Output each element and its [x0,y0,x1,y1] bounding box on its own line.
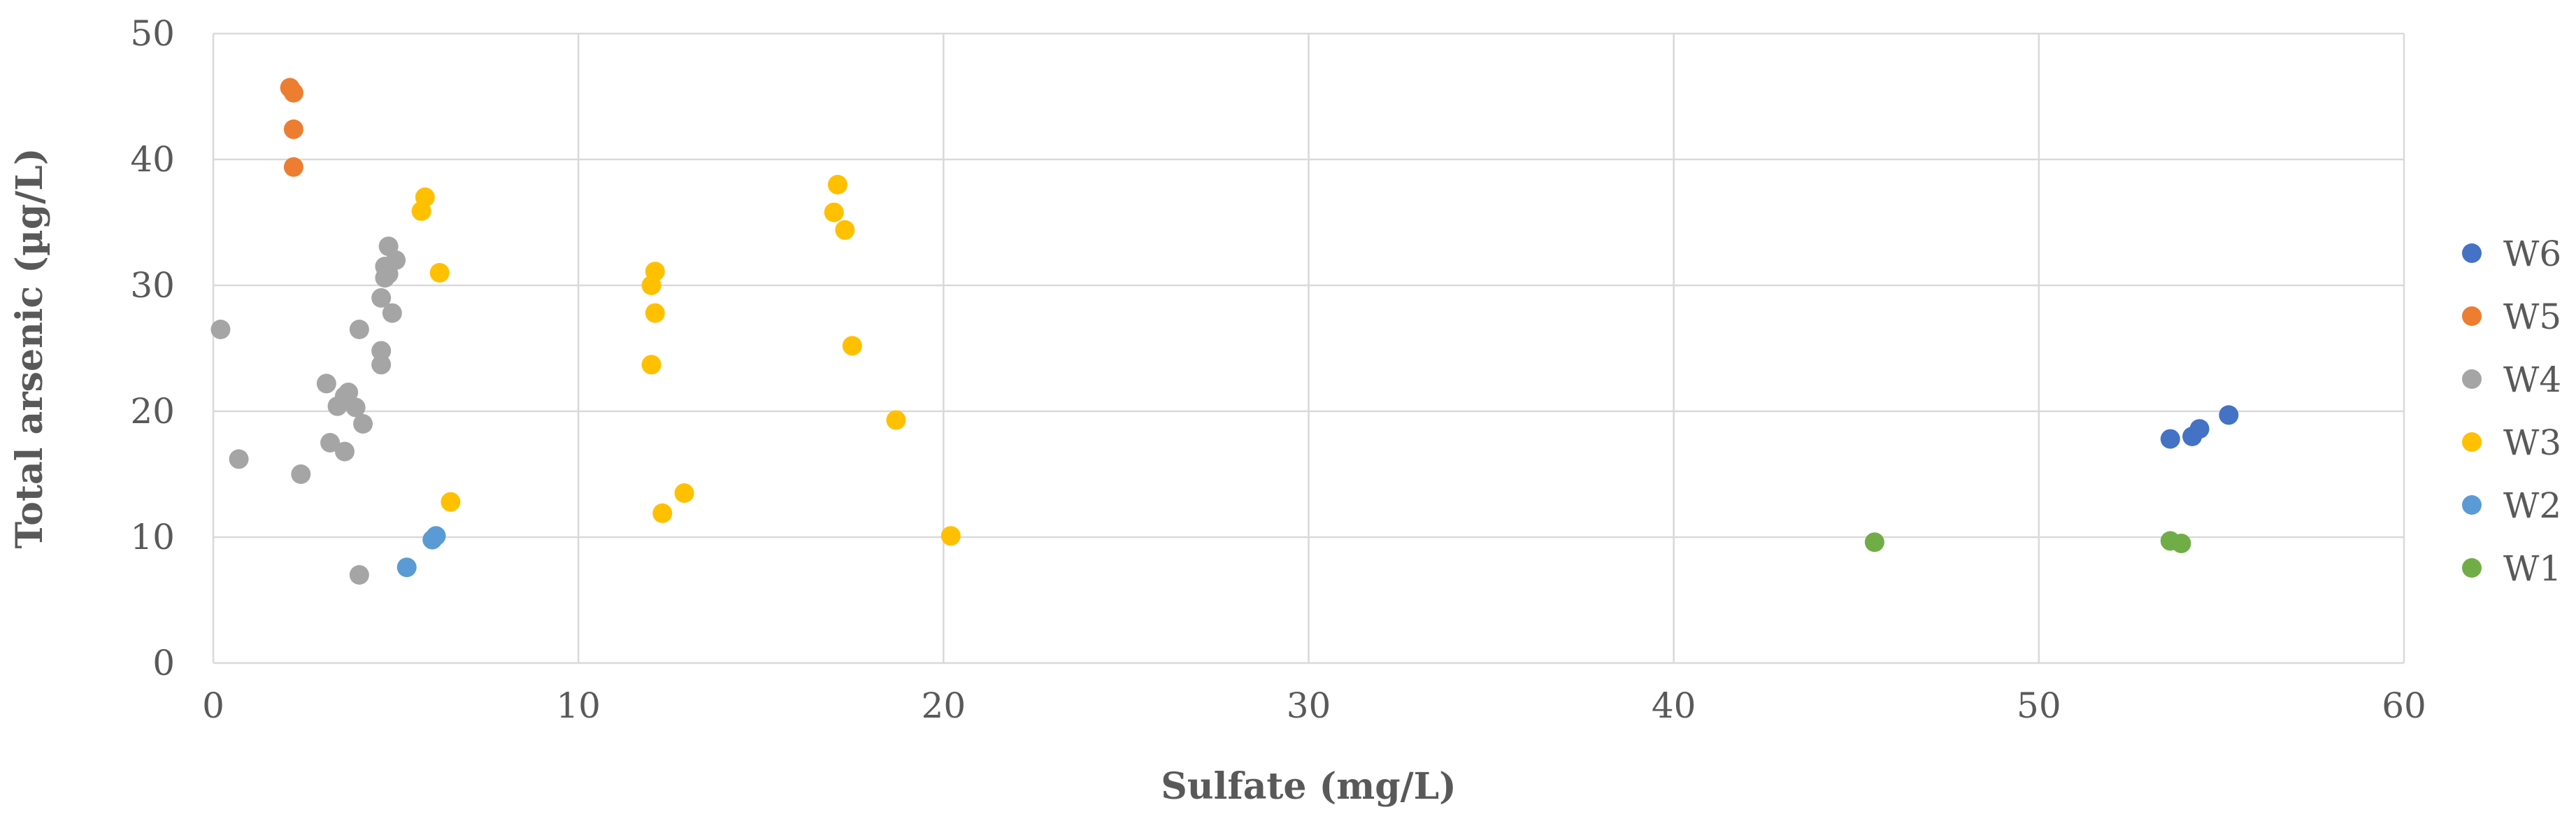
x-tick-label: 0 [202,685,224,726]
series-w6 [2160,405,2239,449]
y-tick-label: 40 [130,139,175,180]
gridlines [212,32,2405,664]
legend-marker [2462,243,2482,263]
data-point [886,410,906,430]
data-point [349,565,369,585]
legend-label: W4 [2503,359,2561,400]
legend-label: W6 [2503,234,2561,274]
data-point [283,119,303,139]
data-point [386,250,406,270]
data-point [320,433,341,453]
y-axis-title: Total arsenic (µg/L) [8,148,51,549]
y-tick-label: 20 [130,391,175,432]
legend-marker [2462,558,2482,578]
data-points [210,78,2239,585]
data-point [396,557,417,578]
y-tick-label: 10 [130,517,175,557]
legend-item-w1: W1 [2462,548,2561,589]
y-tick-label: 30 [130,265,175,306]
data-point [1864,532,1884,553]
legend: W6 W5 W4 W3 W2 W1 [2462,234,2561,589]
data-point [291,464,311,484]
data-point [353,414,373,434]
legend-marker [2462,495,2482,515]
legend-item-w5: W5 [2462,297,2561,337]
data-point [2160,429,2180,449]
legend-label: W5 [2503,297,2561,337]
data-point [371,341,392,361]
series-w2 [396,526,446,578]
legend-item-w4: W4 [2462,359,2561,400]
x-axis-title: Sulfate (mg/L) [1161,765,1457,808]
data-point [316,373,336,394]
data-point [842,336,862,356]
data-point [674,483,694,503]
x-tick-label: 40 [1652,685,1696,726]
legend-label: W3 [2503,422,2561,463]
series-w3 [411,175,961,546]
legend-item-w6: W6 [2462,234,2561,274]
data-point [645,262,665,282]
x-tick-label: 30 [1287,685,1331,726]
y-tick-label: 50 [130,13,175,54]
data-point [229,449,249,469]
x-tick-label: 20 [922,685,966,726]
series-w1 [1864,531,2191,553]
data-point [441,492,461,512]
data-point [2219,405,2239,425]
legend-marker [2462,432,2482,452]
y-tick-label: 0 [152,643,175,683]
data-point [345,397,366,418]
data-point [827,175,847,194]
legend-label: W2 [2503,485,2561,526]
data-point [283,83,303,103]
data-point [349,320,369,339]
x-tick-label: 10 [556,685,601,726]
data-point [334,441,355,462]
legend-item-w3: W3 [2462,422,2561,463]
series-w4 [210,236,406,585]
data-point [2171,534,2191,553]
data-point [652,503,673,523]
data-point [835,220,855,240]
legend-item-w2: W2 [2462,485,2561,526]
data-point [210,320,231,339]
data-point [824,202,844,222]
series-w5 [280,78,303,177]
data-point [382,303,402,323]
legend-marker [2462,369,2482,389]
data-point [371,288,392,308]
data-point [415,187,435,207]
data-point [283,157,303,177]
x-tick-label: 50 [2017,685,2061,726]
data-point [429,263,450,283]
data-point [371,355,392,375]
legend-marker [2462,306,2482,326]
x-tick-labels: 0 10 20 30 40 50 60 [202,685,2426,726]
data-point [338,383,359,402]
data-point [940,526,961,546]
x-tick-label: 60 [2382,685,2426,726]
legend-label: W1 [2503,548,2561,589]
data-point [645,303,665,323]
data-point [426,526,446,546]
y-tick-labels: 0 10 20 30 40 50 [130,13,175,683]
data-point [2189,419,2210,439]
data-point [641,355,661,375]
